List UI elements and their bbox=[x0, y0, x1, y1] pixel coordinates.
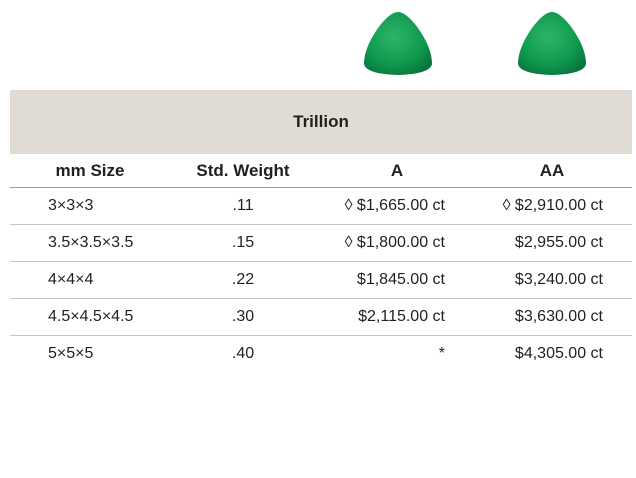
table-cell: ◊ $1,800.00 ct bbox=[345, 225, 445, 261]
table-cell: $2,955.00 ct bbox=[515, 225, 603, 261]
table-row: 3.5×3.5×3.5 .15◊ $1,800.00 ct $2,955.00 ct bbox=[10, 225, 632, 262]
gem-images bbox=[0, 0, 636, 90]
table-cell: ◊ $1,665.00 ct bbox=[345, 188, 445, 224]
table-cell: 3×3×3 bbox=[48, 188, 93, 224]
table-cell: .30 bbox=[143, 299, 343, 335]
table-row: 5×5×5 .40 * $4,305.00 ct bbox=[10, 336, 632, 372]
table-cell: .15 bbox=[143, 225, 343, 261]
table-title: Trillion bbox=[10, 90, 632, 154]
table-cell: .40 bbox=[143, 336, 343, 372]
table-cell: ◊ $2,910.00 ct bbox=[503, 188, 603, 224]
table-cell: 3.5×3.5×3.5 bbox=[48, 225, 133, 261]
gem bbox=[518, 12, 586, 75]
table-row: 4.5×4.5×4.5 .30 $2,115.00 ct $3,630.00 ct bbox=[10, 299, 632, 336]
gem bbox=[364, 12, 432, 75]
table-cell: .11 bbox=[143, 188, 343, 224]
page: Trillion mm SizeStd. WeightAAA3×3×3.11◊ … bbox=[0, 0, 636, 478]
table-cell: * bbox=[439, 336, 445, 372]
table-cell: $4,305.00 ct bbox=[515, 336, 603, 372]
title-band: Trillion bbox=[10, 90, 632, 154]
column-header: AA bbox=[452, 154, 636, 187]
table-row: 3×3×3 .11◊ $1,665.00 ct ◊ $2,910.00 ct bbox=[10, 188, 632, 225]
table-cell: $1,845.00 ct bbox=[357, 262, 445, 298]
table-cell: .22 bbox=[143, 262, 343, 298]
table-cell: 4.5×4.5×4.5 bbox=[48, 299, 133, 335]
table-row: 4×4×4 .22 $1,845.00 ct $3,240.00 ct bbox=[10, 262, 632, 299]
table-cell: 4×4×4 bbox=[48, 262, 93, 298]
table-cell: $2,115.00 ct bbox=[358, 299, 445, 335]
table-cell: $3,630.00 ct bbox=[515, 299, 603, 335]
table-cell: $3,240.00 ct bbox=[515, 262, 603, 298]
table-cell: 5×5×5 bbox=[48, 336, 93, 372]
